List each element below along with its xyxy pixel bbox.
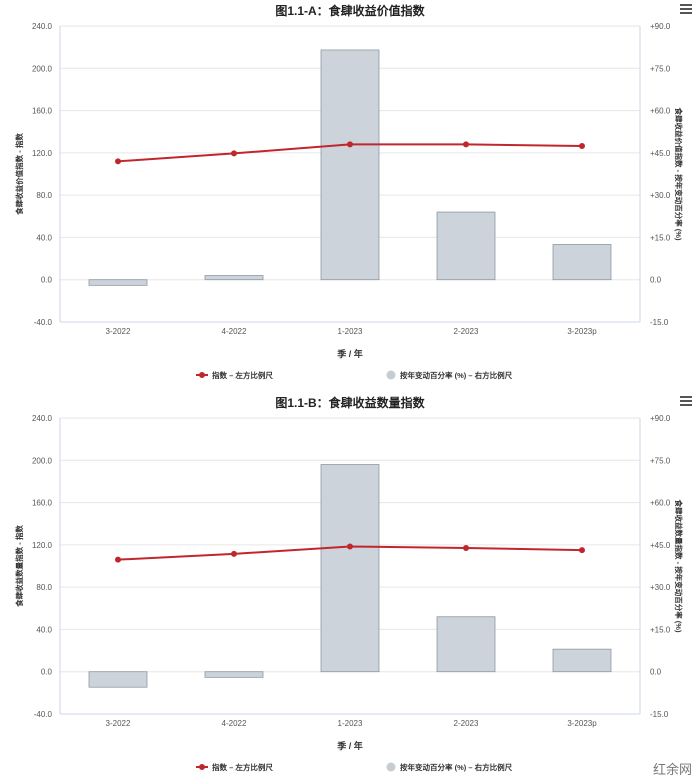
index-point-3-2023p bbox=[579, 142, 585, 149]
y-right-tick-label: +45.0 bbox=[650, 541, 671, 550]
y-right-axis-title: 食肆收益价值指数 - 按年变动百分率 (%) bbox=[674, 108, 684, 241]
y-left-tick-label: 40.0 bbox=[36, 625, 52, 634]
y-right-tick-label: +15.0 bbox=[650, 625, 671, 634]
index-point-1-2023 bbox=[347, 141, 353, 148]
legend-bar-swatch bbox=[386, 370, 396, 380]
chart-a-svg: 240.0 200.0 160.0 120.0 80.0 40.0 0.0 -40.0 +90.… bbox=[14, 22, 684, 380]
y-right-tick-label: +30.0 bbox=[650, 191, 671, 200]
index-point-2-2023 bbox=[463, 545, 469, 552]
index-point-3-2022 bbox=[115, 556, 121, 563]
y-right-tick-label: +45.0 bbox=[650, 149, 671, 158]
y-left-tick-label: 40.0 bbox=[36, 233, 52, 242]
bar-3-2023p bbox=[552, 244, 612, 281]
y-right-tick-label: +60.0 bbox=[650, 499, 671, 508]
legend-label-index: 指数 – 左方比例尺 bbox=[212, 370, 273, 380]
x-tick-label: 3-2023p bbox=[567, 327, 597, 336]
y-right-tick-label: +75.0 bbox=[650, 456, 671, 465]
y-right-tick-label: +90.0 bbox=[650, 22, 671, 31]
chart-title: 图1.1-B：食肆收益数量指数 bbox=[275, 396, 425, 410]
bar-2-2023 bbox=[436, 616, 496, 673]
y-left-tick-label: 80.0 bbox=[36, 191, 52, 200]
x-tick-label: 2-2023 bbox=[454, 719, 479, 728]
y-right-tick-label: +60.0 bbox=[650, 107, 671, 116]
x-tick-label: 3-2022 bbox=[106, 719, 131, 728]
chart-panel-a: 图1.1-A：食肆收益价值指数 240.0 200.0 160.0 120.0 80.0… bbox=[14, 2, 692, 380]
chart-title: 图1.1-A：食肆收益价值指数 bbox=[275, 4, 425, 18]
x-tick-label: 1-2023 bbox=[338, 719, 363, 728]
bar-2-2023 bbox=[436, 211, 496, 281]
y-right-tick-label: 0.0 bbox=[650, 668, 662, 677]
y-left-tick-label: 0.0 bbox=[41, 668, 53, 677]
menu-icon[interactable] bbox=[680, 394, 692, 406]
chart-panel-b: 图1.1-B：食肆收益数量指数 240.0 200.0 160.0 120.0 80.0… bbox=[0, 392, 700, 784]
bar-3-2023p bbox=[552, 648, 612, 673]
y-right-tick-label: -15.0 bbox=[650, 710, 669, 719]
x-tick-label: 1-2023 bbox=[338, 327, 363, 336]
legend-label-yoy: 按年变动百分率 (%) – 右方比例尺 bbox=[400, 762, 513, 772]
x-tick-label: 2-2023 bbox=[454, 327, 479, 336]
index-point-4-2022 bbox=[231, 550, 237, 557]
bar-4-2022 bbox=[204, 275, 264, 281]
y-left-tick-label: 160.0 bbox=[32, 107, 53, 116]
index-point-3-2022 bbox=[115, 158, 121, 165]
chart-b-svg: 240.0 200.0 160.0 120.0 80.0 40.0 0.0 -40.0 +90.… bbox=[14, 414, 684, 772]
x-tick-label: 3-2022 bbox=[106, 327, 131, 336]
y-left-tick-label: 200.0 bbox=[32, 456, 53, 465]
y-right-tick-label: 0.0 bbox=[650, 276, 662, 285]
y-left-tick-label: 240.0 bbox=[32, 22, 53, 31]
y-left-tick-label: 120.0 bbox=[32, 149, 53, 158]
bar-3-2022 bbox=[88, 279, 148, 286]
y-left-tick-label: 0.0 bbox=[41, 276, 53, 285]
watermark: 红余网 bbox=[652, 762, 692, 777]
bar-3-2022 bbox=[88, 671, 148, 688]
y-right-tick-label: +15.0 bbox=[650, 233, 671, 242]
index-point-1-2023 bbox=[347, 543, 353, 550]
y-left-tick-label: -40.0 bbox=[34, 318, 53, 327]
bar-1-2023 bbox=[320, 464, 380, 673]
legend-label-yoy: 按年变动百分率 (%) – 右方比例尺 bbox=[400, 370, 513, 380]
y-left-tick-label: 160.0 bbox=[32, 499, 53, 508]
index-point-4-2022 bbox=[231, 150, 237, 157]
y-left-tick-label: 200.0 bbox=[32, 64, 53, 73]
x-axis-title: 季 / 年 bbox=[336, 740, 363, 751]
y-left-tick-label: 240.0 bbox=[32, 414, 53, 423]
x-tick-label: 3-2023p bbox=[567, 719, 597, 728]
index-point-3-2023p bbox=[579, 547, 585, 554]
y-left-axis-title: 食肆收益价值指数 - 指数 bbox=[14, 133, 24, 215]
legend-line-marker bbox=[199, 764, 205, 770]
y-right-axis-title: 食肆收益数量指数 - 按年变动百分率 (%) bbox=[674, 500, 684, 633]
y-left-tick-label: 120.0 bbox=[32, 541, 53, 550]
legend-line-marker bbox=[199, 372, 205, 378]
legend-bar-swatch bbox=[386, 762, 396, 772]
x-tick-label: 4-2022 bbox=[222, 719, 247, 728]
y-right-tick-label: +75.0 bbox=[650, 64, 671, 73]
y-right-tick-label: +30.0 bbox=[650, 583, 671, 592]
y-left-tick-label: 80.0 bbox=[36, 583, 52, 592]
y-right-tick-label: -15.0 bbox=[650, 318, 669, 327]
y-right-tick-label: +90.0 bbox=[650, 414, 671, 423]
y-left-axis-title: 食肆收益数量指数 - 指数 bbox=[14, 525, 24, 607]
menu-icon[interactable] bbox=[680, 2, 692, 14]
bar-1-2023 bbox=[320, 49, 380, 281]
legend-label-index: 指数 – 左方比例尺 bbox=[212, 762, 273, 772]
x-tick-label: 4-2022 bbox=[222, 327, 247, 336]
index-point-2-2023 bbox=[463, 141, 469, 148]
bar-4-2022 bbox=[204, 671, 264, 678]
x-axis-title: 季 / 年 bbox=[336, 348, 363, 359]
y-left-tick-label: -40.0 bbox=[34, 710, 53, 719]
